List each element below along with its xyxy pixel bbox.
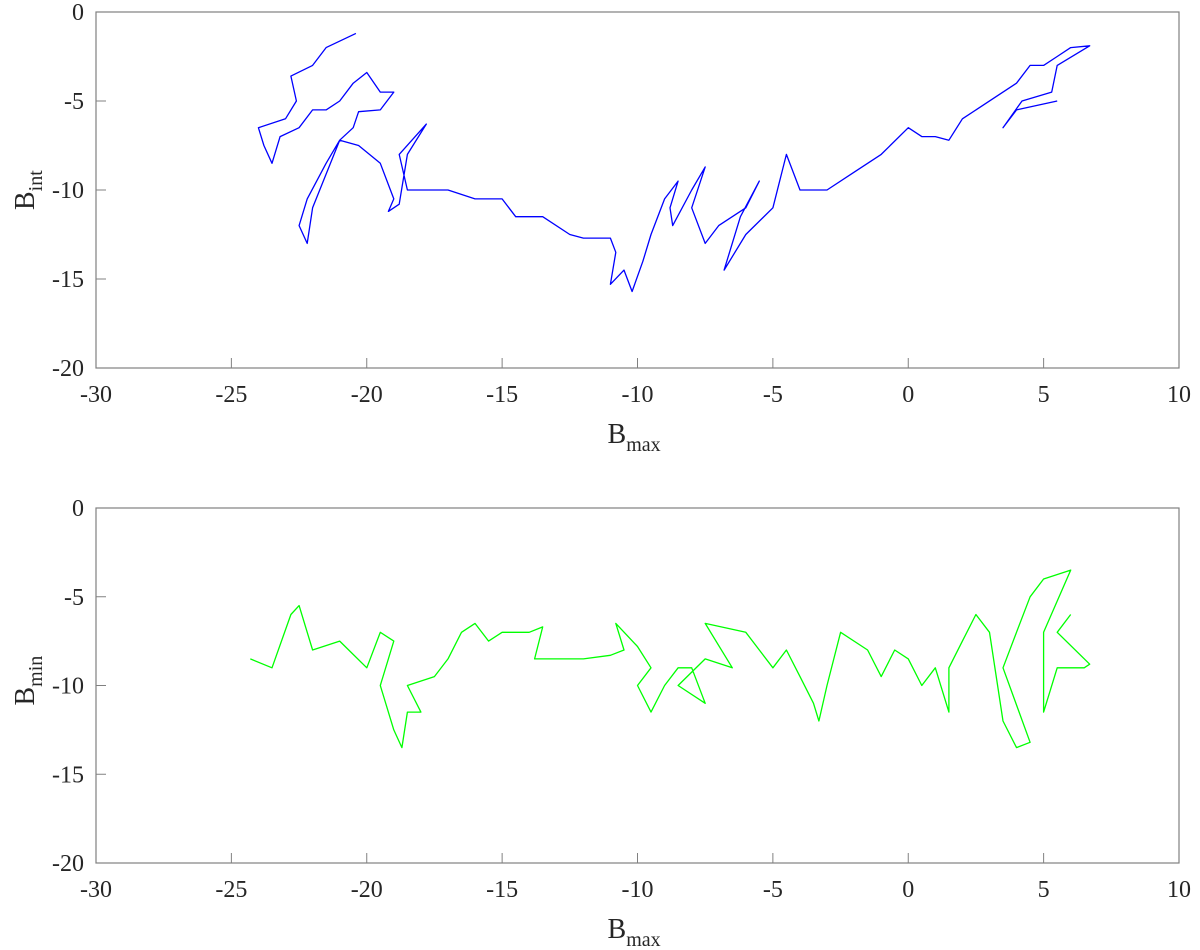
- x-tick-label: 5: [1038, 382, 1050, 408]
- x-tick-label: -30: [80, 382, 112, 408]
- x-tick-label: -30: [80, 877, 112, 903]
- x-tick-label: 0: [902, 877, 914, 903]
- y-axis-label: Bmin: [10, 656, 47, 706]
- y-tick-label: -20: [52, 851, 84, 877]
- x-tick-label: -15: [486, 382, 518, 408]
- y-tick-label: -20: [52, 356, 84, 382]
- y-tick-label: 0: [72, 496, 84, 522]
- x-tick-label: -10: [622, 382, 654, 408]
- plot-frame: [95, 11, 1180, 369]
- x-tick-label: -5: [763, 877, 783, 903]
- y-tick-label: -10: [52, 178, 84, 204]
- y-tick-label: -15: [52, 762, 84, 788]
- series-line-1: [257, 32, 1091, 293]
- panel-1: -30 -25 -20 -15 -10 -5 0 5 10 0 -5 -10 -15 -20 Bmax Bin…: [10, 0, 1191, 456]
- x-tick-label: 0: [902, 382, 914, 408]
- series-line-2: [250, 569, 1091, 749]
- x-axis-label: Bmax: [608, 914, 661, 950]
- x-tick-label: -20: [351, 877, 383, 903]
- x-tick-label: -25: [215, 877, 247, 903]
- y-tick-label: -15: [52, 267, 84, 293]
- x-tick-label: -5: [763, 382, 783, 408]
- y-tick-label: -5: [64, 89, 84, 115]
- x-tick-label: 5: [1038, 877, 1050, 903]
- x-tick-label: -20: [351, 382, 383, 408]
- y-tick-label: -10: [52, 674, 84, 700]
- x-axis-label: Bmax: [608, 419, 661, 456]
- y-tick-label: -5: [64, 585, 84, 611]
- x-tick-label: 10: [1167, 877, 1191, 903]
- y-tick-label: 0: [72, 0, 84, 26]
- y-axis-label: Bint: [10, 170, 47, 210]
- x-tick-label: 10: [1167, 382, 1191, 408]
- x-tick-label: -15: [486, 877, 518, 903]
- panel-2: -30 -25 -20 -15 -10 -5 0 5 10 0 -5 -10 -15 -20 Bmax Bmi…: [10, 496, 1191, 950]
- x-tick-label: -25: [215, 382, 247, 408]
- x-tick-label: -10: [622, 877, 654, 903]
